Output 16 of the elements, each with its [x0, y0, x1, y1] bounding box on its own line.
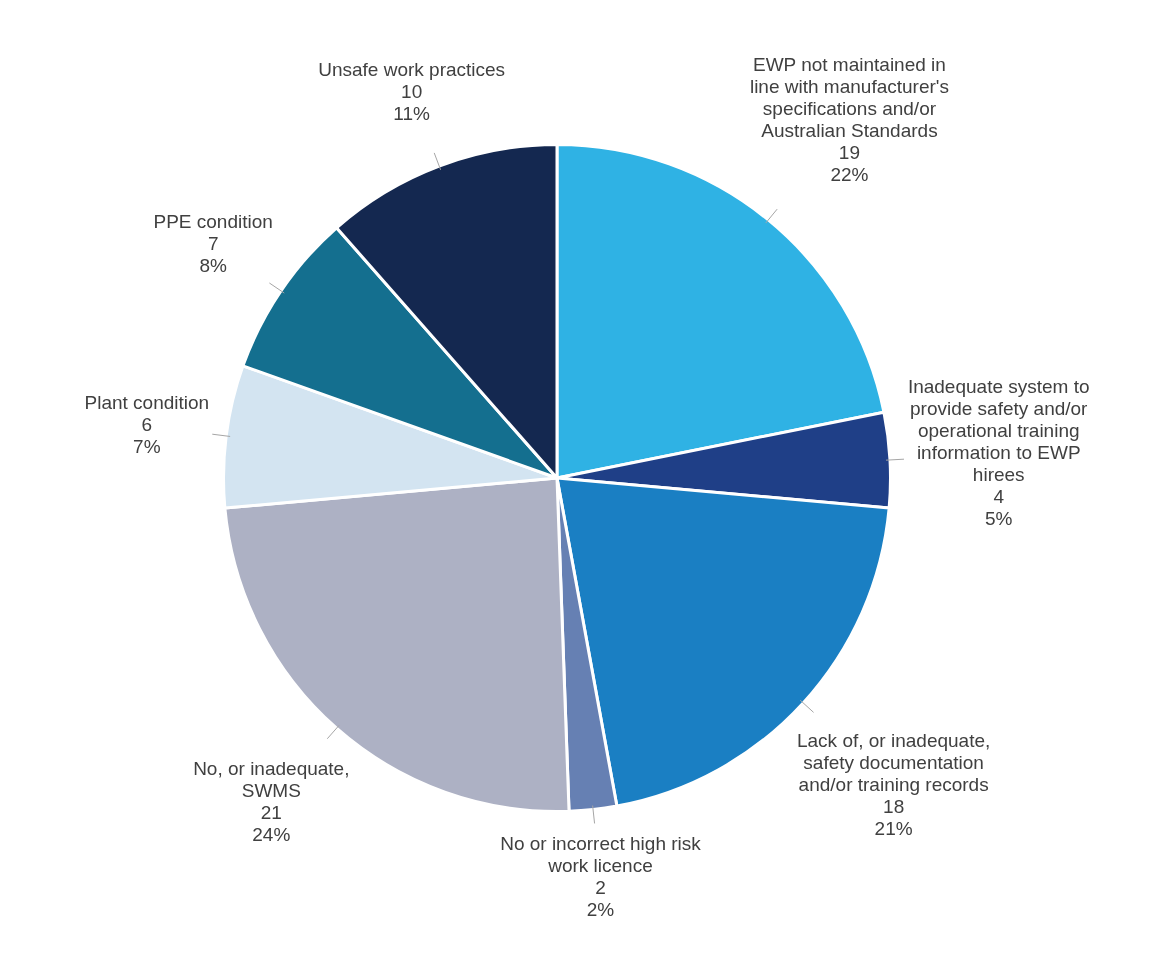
data-label: 6 7%: [133, 414, 161, 458]
data-label: 18 21%: [874, 795, 913, 839]
data-label: 2 2%: [586, 876, 615, 920]
slice-label: Inadequate system to provide safety and/or operational training information to EWP hirees: [907, 376, 1090, 486]
data-label: 10 11%: [393, 81, 431, 125]
slice-label: Plant condition: [84, 392, 210, 414]
slice-label: No or incorrect high risk work licence: [500, 832, 702, 876]
data-label: 7 8%: [199, 233, 227, 277]
slice-label: Unsafe work practices: [318, 59, 506, 81]
slice-label: No, or inadequate, SWMS: [193, 757, 350, 801]
slice-label: Lack of, or inadequate, safety documentation and/or training records: [796, 729, 991, 795]
data-label: 21 24%: [252, 801, 291, 845]
data-label: 19 22%: [830, 142, 869, 186]
slice-label: EWP not maintained in line with manufacturer's specifications and/or Australian Standards: [749, 54, 949, 142]
data-label: 4 5%: [984, 486, 1013, 530]
slice-label: PPE condition: [153, 211, 273, 233]
